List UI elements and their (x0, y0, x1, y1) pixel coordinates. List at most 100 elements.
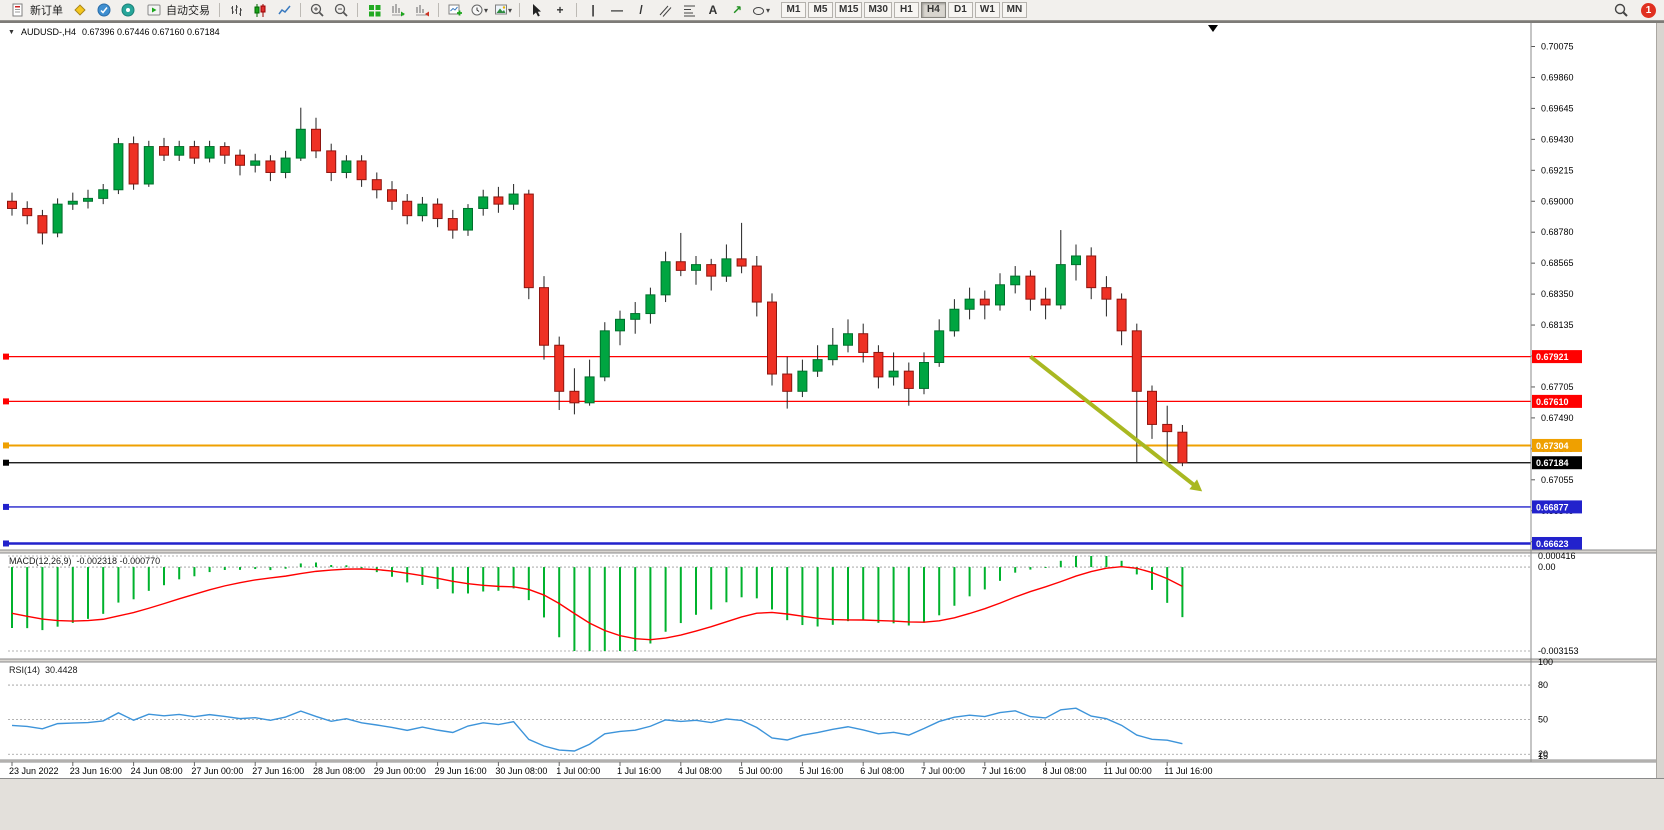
candle-body (1025, 275, 1036, 300)
price-line-0.66623[interactable]: 0.66623 (3, 536, 1582, 550)
trend-arrow-shaft (1029, 355, 1198, 489)
new-order-icon (9, 2, 27, 19)
trend-arrow[interactable] (1029, 355, 1203, 492)
periods-dropdown-icon[interactable]: ▾ (470, 2, 488, 19)
macd-indicator-label: MACD(12,26,9) -0.002318 -0.000770 (9, 556, 160, 566)
dropdown-arrow-icon: ▾ (765, 5, 770, 15)
tf-button-m15[interactable]: M15 (835, 2, 863, 18)
shapes-dropdown-icon[interactable]: ▾ (752, 2, 770, 19)
equidistant-channel-icon[interactable] (656, 2, 674, 19)
macd-signal-line (11, 566, 1183, 641)
tf-button-mn[interactable]: MN (1001, 2, 1027, 18)
candle-body (447, 218, 458, 231)
toolbar-separator (357, 3, 358, 17)
y-tick-label: 0.67055 (1541, 475, 1574, 485)
candlestick-chart-icon[interactable] (251, 2, 269, 19)
candle-body (1055, 264, 1066, 306)
candle-body (295, 128, 306, 159)
notification-badge[interactable]: 1 (1641, 2, 1656, 18)
horizontal-line-tool-icon[interactable]: — (611, 3, 623, 17)
bar-chart-icon[interactable] (227, 2, 245, 19)
price-line-0.67184[interactable]: 0.67184 (3, 456, 1582, 470)
price-tag (1532, 536, 1582, 550)
price-line-0.66877[interactable]: 0.66877 (3, 500, 1582, 514)
x-tick-label: 28 Jun 08:00 (313, 766, 365, 776)
candle-body (98, 189, 109, 199)
indicators-icon[interactable] (365, 2, 383, 19)
x-tick-label: 5 Jul 16:00 (799, 766, 843, 776)
market-icon[interactable] (95, 2, 113, 19)
toolbar-separator (219, 3, 220, 17)
crosshair-icon[interactable]: + (556, 3, 564, 17)
arrows-tool-icon[interactable]: ↗ (731, 3, 743, 17)
price-tag-label: 0.67304 (1536, 441, 1569, 451)
cursor-icon[interactable] (527, 2, 545, 19)
price-line-0.67304[interactable]: 0.67304 (3, 438, 1582, 452)
price-line-anchor (3, 353, 9, 360)
candle-body (767, 301, 777, 375)
chart-shift-icon[interactable] (413, 2, 431, 19)
zoom-out-icon[interactable] (332, 2, 350, 19)
macd-name: MACD(12,26,9) (9, 556, 72, 566)
tf-button-m30[interactable]: M30 (864, 2, 892, 18)
chart-canvas[interactable]: 0.70075 0.69860 0.69645 0.69430 0.69215 0.690… (0, 23, 1664, 778)
candle-body (463, 207, 473, 231)
y-tick-label: 0.68135 (1541, 320, 1574, 330)
window-bottom-area (0, 778, 1664, 830)
signals-icon[interactable] (119, 2, 137, 19)
toolbar-separator (438, 3, 439, 17)
y-tick-label: 0.69860 (1541, 72, 1574, 82)
candle-body (660, 261, 671, 296)
tf-button-w1[interactable]: W1 (974, 2, 1000, 18)
tf-button-m5[interactable]: M5 (808, 2, 833, 18)
candle-body (706, 264, 717, 277)
new-order-button[interactable]: 新订单 (4, 1, 68, 19)
candle-body (22, 207, 33, 217)
timeframe-group: M1 M5 M15 M30 H1 H4 D1 W1 MN (781, 2, 1027, 18)
line-chart-icon[interactable] (275, 2, 293, 19)
autotrading-icon (145, 2, 163, 19)
search-icon[interactable] (1612, 2, 1630, 19)
price-line-0.67610[interactable]: 0.67610 (3, 394, 1582, 408)
x-tick-label: 8 Jul 08:00 (1043, 766, 1087, 776)
zoom-in-icon[interactable] (308, 2, 326, 19)
metaeditor-icon[interactable] (71, 2, 89, 19)
candle-body (584, 376, 595, 404)
candle-body (782, 373, 793, 392)
pane-separator[interactable] (0, 658, 1664, 663)
tf-button-m1[interactable]: M1 (781, 2, 806, 18)
candle-body (387, 189, 397, 202)
rsi-line (11, 707, 1183, 752)
candle-body (1177, 431, 1188, 464)
tf-button-d1[interactable]: D1 (947, 2, 973, 18)
candle-body (1116, 298, 1127, 332)
ohlc-toggle-icon[interactable]: ▼ (8, 28, 15, 36)
price-tag-label: 0.67610 (1536, 397, 1569, 407)
candle-body (903, 370, 914, 389)
chart-shift-marker-icon[interactable] (1208, 25, 1218, 32)
price-line-anchor (3, 503, 9, 510)
tf-button-h1[interactable]: H1 (893, 2, 919, 18)
candle-body (341, 160, 352, 173)
candle-body (113, 143, 124, 191)
vertical-line-tool-icon[interactable]: | (591, 3, 595, 17)
candle-body (143, 146, 154, 185)
pane-separator[interactable] (0, 759, 1664, 763)
candle-body (812, 359, 823, 372)
text-tool-icon[interactable]: A (708, 3, 718, 17)
trendline-tool-icon[interactable]: / (639, 3, 643, 17)
pane-separator[interactable] (0, 549, 1664, 554)
candle-body (326, 150, 337, 173)
fibonacci-icon[interactable] (680, 2, 698, 19)
chart-background (0, 23, 1664, 778)
tf-button-h4[interactable]: H4 (920, 2, 946, 18)
new-chart-icon[interactable] (446, 2, 464, 19)
templates-icon[interactable]: ▾ (494, 2, 512, 19)
price-tag (1532, 438, 1582, 452)
autotrading-button[interactable]: 自动交易 (140, 1, 215, 19)
auto-scroll-icon[interactable] (389, 2, 407, 19)
dropdown-arrow-icon: ▾ (507, 5, 512, 15)
candle-body (858, 333, 869, 353)
candle-body (235, 154, 245, 166)
candle-body (630, 313, 641, 320)
